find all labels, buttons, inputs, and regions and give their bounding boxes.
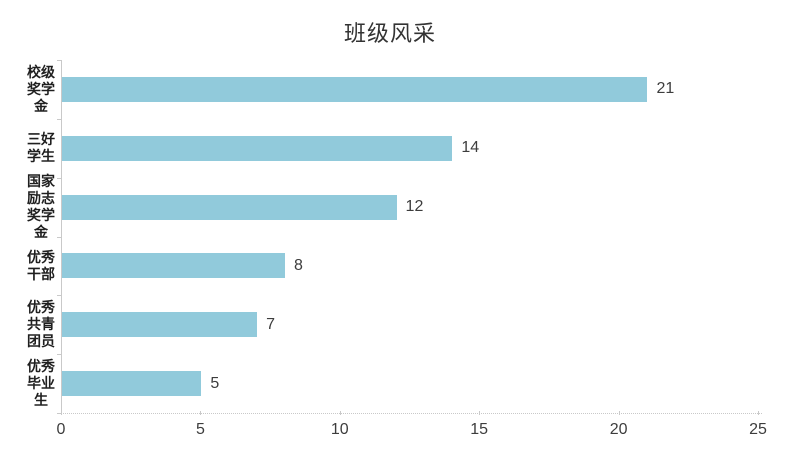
x-axis-tick-label: 0 xyxy=(56,421,66,438)
category-label: 国家励志奖学金 xyxy=(26,173,55,241)
x-axis-tick xyxy=(618,411,620,415)
chart-title: 班级风采 xyxy=(343,21,436,46)
value-label: 5 xyxy=(210,374,220,392)
y-axis-tick xyxy=(57,118,61,120)
y-axis-tick xyxy=(57,295,61,297)
bar xyxy=(62,76,648,102)
category-label: 优秀干部 xyxy=(26,248,55,282)
value-label: 12 xyxy=(405,198,424,216)
category-label-wrap: 三好学生 xyxy=(0,119,56,178)
bar xyxy=(62,194,397,220)
category-label-wrap: 校级奖学金 xyxy=(0,60,56,119)
x-axis-tick-label: 5 xyxy=(195,421,205,438)
y-axis-tick xyxy=(57,354,61,356)
category-label-wrap: 优秀毕业生 xyxy=(0,354,56,413)
x-axis-tick xyxy=(479,411,481,415)
y-axis-tick xyxy=(57,60,61,61)
x-axis-tick xyxy=(61,411,62,415)
category-label: 优秀毕业生 xyxy=(26,358,55,409)
x-axis-tick xyxy=(758,411,759,415)
bar xyxy=(62,135,453,161)
value-label: 8 xyxy=(294,256,303,274)
category-label-wrap: 优秀共青团员 xyxy=(0,295,56,354)
y-axis-tick xyxy=(57,177,61,179)
y-axis-line xyxy=(61,60,62,413)
category-label: 校级奖学金 xyxy=(26,63,55,114)
category-label-wrap: 国家励志奖学金 xyxy=(0,173,56,240)
x-axis-tick xyxy=(200,411,202,415)
y-axis-tick xyxy=(57,413,61,414)
value-label: 14 xyxy=(461,139,480,157)
x-axis-tick-label: 15 xyxy=(470,421,489,438)
x-axis-tick xyxy=(339,411,341,415)
value-label: 21 xyxy=(656,80,675,98)
value-label-wrap: 12 xyxy=(406,178,424,237)
bar xyxy=(62,371,202,397)
x-axis-tick-label: 10 xyxy=(330,421,349,438)
value-label-wrap: 8 xyxy=(294,237,303,296)
x-axis-line xyxy=(61,413,762,414)
category-label-wrap: 优秀干部 xyxy=(0,237,56,296)
value-label-wrap: 14 xyxy=(461,119,479,178)
category-label: 三好学生 xyxy=(26,131,55,165)
x-axis-tick-label: 25 xyxy=(749,421,767,438)
value-label: 7 xyxy=(266,315,276,333)
bar xyxy=(62,253,286,279)
value-label-wrap: 7 xyxy=(266,295,275,354)
y-axis-tick xyxy=(57,236,61,238)
value-label-wrap: 5 xyxy=(210,354,219,413)
category-label: 优秀共青团员 xyxy=(26,299,55,350)
bar xyxy=(62,312,258,338)
value-label-wrap: 21 xyxy=(656,60,674,119)
x-axis-tick-label: 20 xyxy=(609,421,628,438)
